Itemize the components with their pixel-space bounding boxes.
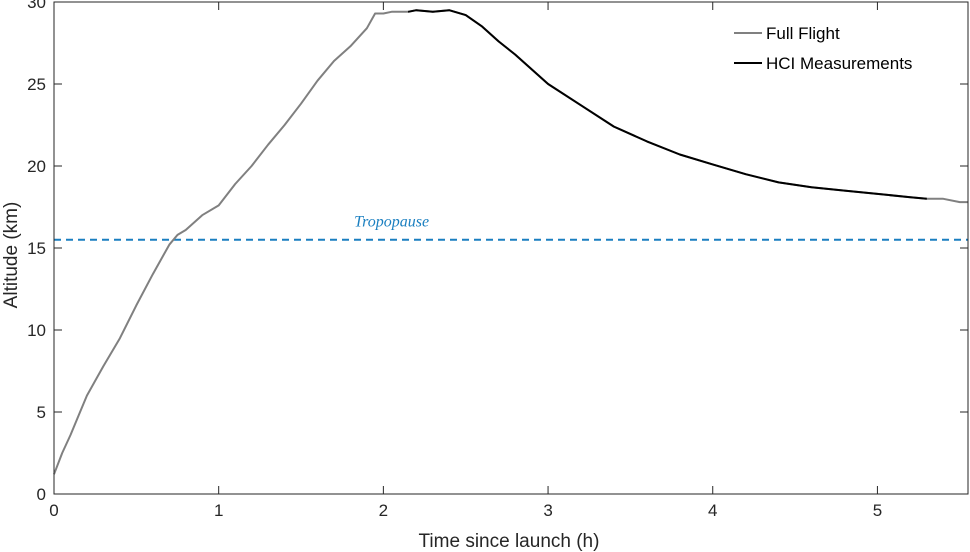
- y-tick-label: 0: [37, 485, 46, 504]
- plot-area: [54, 2, 968, 494]
- x-tick-label: 2: [379, 501, 388, 520]
- legend: Full Flight HCI Measurements: [734, 24, 912, 73]
- annotation-tropopause: Tropopause: [354, 214, 429, 231]
- x-tick-label: 0: [49, 501, 58, 520]
- legend-label: Full Flight: [766, 24, 840, 43]
- x-axis-label: Time since launch (h): [419, 531, 600, 552]
- y-tick-label: 30: [27, 0, 46, 12]
- series-line-hci-measurements: [407, 9, 927, 200]
- x-tick-label: 4: [708, 501, 717, 520]
- annotations: Tropopause: [354, 214, 429, 231]
- y-tick-label: 20: [27, 157, 46, 176]
- x-tick-label: 3: [543, 501, 552, 520]
- legend-label: HCI Measurements: [766, 54, 912, 73]
- y-tick-label: 10: [27, 321, 46, 340]
- x-tick-label: 5: [873, 501, 882, 520]
- series-layer: [53, 9, 968, 475]
- y-tick-label: 5: [37, 403, 46, 422]
- y-axis-label: Altitude (km): [1, 202, 22, 309]
- axes: 0 1 2 3 4 5 0 5 10 15 20 25 30: [27, 0, 969, 520]
- plot-background: [54, 2, 968, 494]
- y-tick-label: 25: [27, 75, 46, 94]
- y-tick-label: 15: [27, 239, 46, 258]
- x-tick-label: 1: [214, 501, 223, 520]
